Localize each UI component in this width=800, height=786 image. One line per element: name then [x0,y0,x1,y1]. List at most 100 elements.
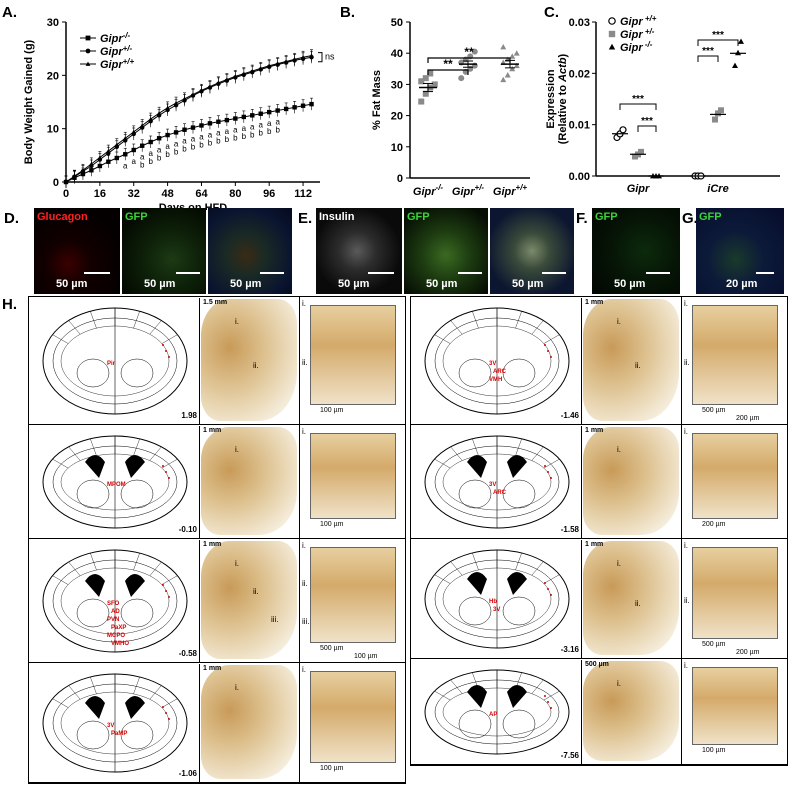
region-boundary [543,334,560,344]
detail-roman-label: ii. [684,596,690,605]
data-point [156,111,162,115]
data-point [513,62,520,69]
marker-dot [165,471,167,473]
x-tick-label: iCre [707,183,728,195]
region-boundary [68,320,81,335]
chart-body-weight: 0 16 32 48 64 80 96 112 0 10 20 30 Days on HFD Body W… [23,17,335,210]
slice-roman-label: iii. [271,615,279,624]
ventricle [125,455,145,478]
slice-roman-label: ii. [635,599,641,608]
slice-scale-label: 1 mm [585,541,604,548]
nucleus-outline [76,479,110,509]
data-point [509,65,516,72]
scale-bar [368,272,394,274]
detail-roman-label: ii. [302,579,308,588]
region-label: SFO [107,601,120,607]
sig-letter-b: b [208,138,213,147]
brain-slice-image [583,541,679,655]
sig-letter-b: b [233,134,238,143]
sig-letter-a: a [123,161,128,170]
sig-letter-a: a [208,130,213,139]
data-point [309,53,314,58]
data-point [216,119,221,124]
ventricle [507,455,527,478]
merge-image-e: 50 µm [490,208,574,294]
detail-scale-label: 100 µm [320,407,344,414]
significance-label: *** [632,94,644,105]
detail-panel: i. 100 µm [299,663,403,782]
slice-scale-label: 500 µm [585,661,609,668]
sig-letter-a: a [148,149,153,158]
y-axis-label-2: (Relative to Actb) [557,53,569,144]
atlas-row: MPOM -0.10 1 mm i. i. 100 µm [29,425,405,539]
region-boundary [531,561,544,576]
slice-roman-label: i. [617,317,621,326]
data-point [207,121,213,126]
atlas-schematic: SFO AD PVN PaXP MCPO VMHO -0.58 [42,540,200,662]
ventricle [125,574,145,597]
detail-scale-label: 500 µm [702,407,726,414]
bregma-coordinate: 1.98 [181,411,197,420]
sig-letter-b: b [259,129,264,138]
atlas-schematic: AP -7.56 [424,660,582,764]
y-tick-label: 10 [391,142,403,154]
region-label: VMHO [111,641,129,647]
atlas-schematic: MPOM -0.10 [42,426,200,538]
gfp-image-d: GFP 50 µm [122,208,206,294]
detail-roman-label: ii. [302,358,308,367]
atlas-row: Hb 3V -3.16 1 mm i. ii. i. ii. 500 µm 200 µm [411,539,787,659]
brain-slice-image [583,427,679,535]
x-tick-label: 0 [63,188,69,200]
data-point [513,50,520,56]
legend-label: Gipr -/- [620,40,653,54]
data-point [80,168,86,173]
region-boundary [90,553,97,571]
region-boundary [68,685,81,700]
atlas-row: 3V PaMP -1.06 1 mm i. i. 100 µm [29,663,405,783]
region-boundary [90,676,97,694]
data-point [471,48,478,55]
nucleus-outline [502,479,536,509]
data-point [216,80,221,85]
detail-image [692,305,778,405]
detail-scale-label: 100 µm [320,521,344,528]
ventricle [467,685,487,708]
region-label: MPOM [107,482,126,488]
marker-dot [162,344,164,346]
nucleus-outline [120,358,154,388]
data-point [715,110,721,117]
slice-roman-label: i. [617,679,621,688]
gfp-label: GFP [125,211,148,223]
gfp-image-g: GFP 20 µm [696,208,784,294]
data-point [418,98,425,105]
significance-bracket [697,55,719,62]
y-tick-label: 20 [47,70,59,82]
data-point [258,66,263,71]
scale-bar [756,272,774,274]
data-point [309,101,314,107]
scale-label: 50 µm [338,278,370,290]
panel-label-d: D. [4,210,19,227]
region-boundary [149,685,162,700]
significance-bracket [427,69,469,75]
data-point [509,53,516,59]
data-point [165,105,170,110]
marker-dot [547,701,549,703]
legend-label: Gipr-/- [100,31,131,45]
gfp-label: GFP [595,211,618,223]
data-point [182,96,187,101]
data-point [106,148,111,153]
scale-bar [646,272,670,274]
gfp-label: GFP [407,211,430,223]
detail-image [692,667,778,745]
significance-bracket [637,125,657,132]
nucleus-outline [502,709,536,739]
legend-label: Gipr +/- [620,27,655,41]
sig-letter-a: a [275,118,280,127]
detail-scale-label-2: 200 µm [736,649,760,656]
slice-scale-label: 1 mm [585,427,604,434]
gfp-label: GFP [699,211,722,223]
detail-roman-label: iii. [302,617,310,626]
sig-letter-a: a [216,129,221,138]
detail-image [310,671,396,763]
